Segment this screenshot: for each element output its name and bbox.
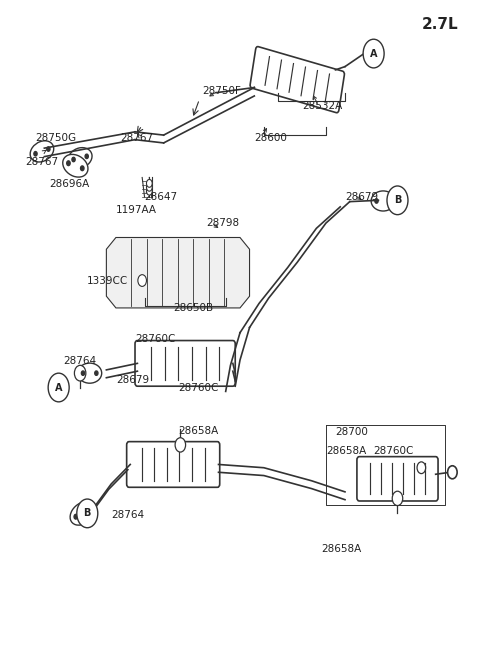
Circle shape	[375, 198, 378, 203]
Circle shape	[82, 371, 84, 375]
Text: 1197AA: 1197AA	[116, 205, 157, 215]
Text: 28760C: 28760C	[373, 447, 414, 457]
FancyBboxPatch shape	[357, 457, 438, 501]
Circle shape	[85, 154, 88, 159]
Text: 28658A: 28658A	[178, 426, 218, 436]
Circle shape	[95, 371, 98, 375]
Text: 28700: 28700	[336, 427, 368, 437]
Text: 28750F: 28750F	[202, 86, 240, 96]
Circle shape	[146, 183, 152, 191]
Circle shape	[146, 179, 152, 187]
Text: 28679: 28679	[116, 375, 149, 384]
Text: 28532A: 28532A	[302, 101, 342, 111]
Text: 28658A: 28658A	[326, 447, 366, 457]
Ellipse shape	[63, 155, 88, 177]
Circle shape	[74, 365, 86, 381]
Circle shape	[417, 462, 426, 474]
Text: A: A	[370, 48, 377, 58]
Text: 28798: 28798	[206, 218, 240, 228]
FancyBboxPatch shape	[250, 47, 345, 113]
Circle shape	[447, 466, 457, 479]
Text: A: A	[55, 383, 62, 392]
Circle shape	[67, 161, 70, 166]
Ellipse shape	[78, 363, 102, 383]
Text: B: B	[394, 195, 401, 205]
Circle shape	[146, 187, 152, 195]
Ellipse shape	[30, 141, 54, 162]
Circle shape	[392, 491, 403, 506]
Circle shape	[387, 186, 408, 215]
FancyBboxPatch shape	[135, 341, 235, 386]
Circle shape	[48, 373, 69, 402]
Text: 28679: 28679	[345, 192, 378, 202]
Circle shape	[81, 166, 84, 171]
Ellipse shape	[371, 191, 395, 211]
Text: 28750G: 28750G	[35, 134, 76, 143]
Text: 28696A: 28696A	[49, 179, 89, 189]
Ellipse shape	[70, 502, 95, 525]
Text: 28658A: 28658A	[321, 544, 361, 554]
Text: B: B	[84, 508, 91, 518]
Text: 28760C: 28760C	[178, 383, 218, 392]
Circle shape	[363, 39, 384, 68]
Text: 28764: 28764	[111, 510, 144, 519]
Circle shape	[74, 514, 77, 519]
Text: 28767: 28767	[120, 134, 154, 143]
Ellipse shape	[68, 147, 92, 168]
Text: 28760C: 28760C	[135, 334, 175, 345]
Text: 28650B: 28650B	[173, 303, 213, 313]
Text: 2.7L: 2.7L	[421, 17, 458, 31]
FancyBboxPatch shape	[127, 441, 220, 487]
Text: 28600: 28600	[254, 134, 287, 143]
Circle shape	[175, 438, 186, 452]
Text: 1339CC: 1339CC	[87, 276, 129, 286]
Text: 28647: 28647	[144, 192, 178, 202]
Text: 28767: 28767	[25, 157, 59, 168]
Circle shape	[47, 147, 50, 151]
Circle shape	[87, 508, 91, 512]
Text: 28764: 28764	[63, 356, 96, 366]
Circle shape	[138, 274, 146, 286]
Circle shape	[34, 151, 37, 156]
Circle shape	[77, 499, 98, 528]
Polygon shape	[107, 238, 250, 308]
Circle shape	[72, 157, 75, 162]
Circle shape	[388, 198, 392, 203]
